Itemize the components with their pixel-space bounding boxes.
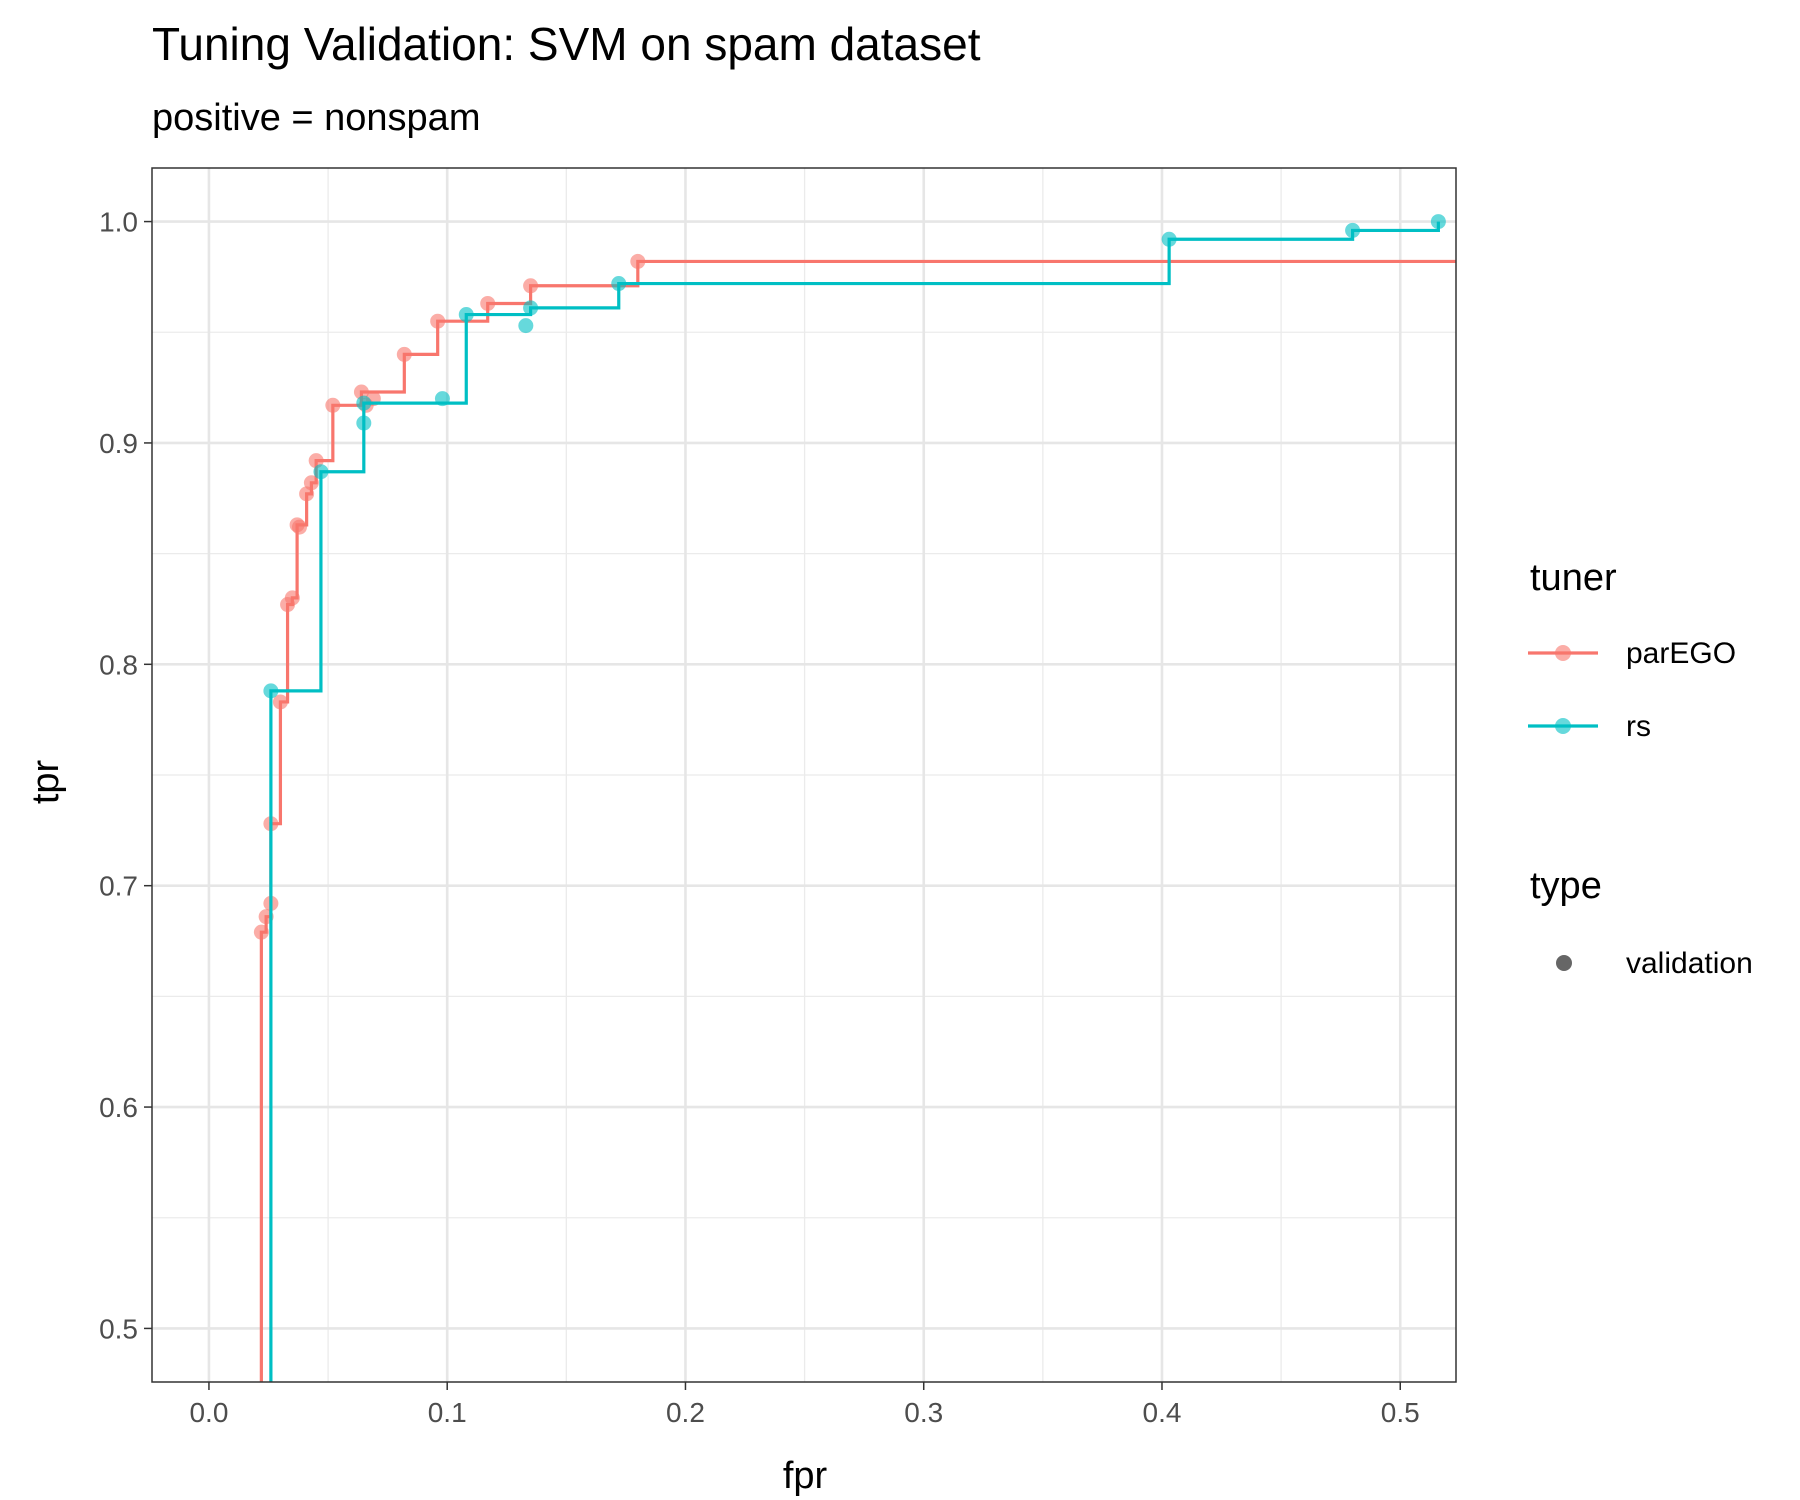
data-point-parEGO — [253, 924, 269, 940]
y-tick-label: 0.6 — [99, 1092, 138, 1123]
x-tick-label: 0.1 — [428, 1397, 467, 1428]
legend-title-tuner: tuner — [1530, 557, 1617, 599]
data-point-parEGO — [291, 519, 307, 535]
data-point-parEGO — [396, 346, 412, 362]
legend-marker-rs — [1555, 718, 1571, 734]
data-point-rs — [458, 307, 474, 323]
data-point-rs — [1161, 231, 1177, 247]
legend-marker-parEGO — [1555, 645, 1571, 661]
x-tick-label: 0.5 — [1381, 1397, 1420, 1428]
legend-label-parEGO: parEGO — [1626, 637, 1736, 670]
data-point-rs — [313, 464, 329, 480]
y-axis-title: tpr — [25, 759, 67, 804]
series-layer — [253, 214, 1456, 1382]
data-point-parEGO — [430, 313, 446, 329]
data-point-parEGO — [284, 590, 300, 606]
data-point-parEGO — [303, 475, 319, 491]
series-rs — [263, 214, 1446, 1382]
x-tick-label: 0.2 — [666, 1397, 705, 1428]
data-point-rs — [1345, 222, 1361, 238]
x-tick-label: 0.4 — [1143, 1397, 1182, 1428]
data-point-parEGO — [630, 253, 646, 269]
y-tick-label: 0.7 — [99, 871, 138, 902]
legend-type-label: validation — [1626, 947, 1753, 980]
minor-gridlines — [152, 168, 1456, 1382]
x-axis-title: fpr — [783, 1455, 828, 1497]
chart-subtitle: positive = nonspam — [152, 97, 480, 139]
chart-title: Tuning Validation: SVM on spam dataset — [152, 18, 981, 70]
axis-ticks: 0.0 0.1 0.2 0.3 0.4 0.5 0.5 0.6 0.7 0.8 0.9 1.0 — [99, 207, 1420, 1428]
x-tick-label: 0.3 — [904, 1397, 943, 1428]
x-tick-label: 0.0 — [189, 1397, 228, 1428]
major-gridlines — [152, 168, 1456, 1382]
data-point-rs — [518, 318, 534, 334]
legend: tuner parEGO rs type validation — [1528, 557, 1753, 980]
data-point-rs — [434, 391, 450, 407]
data-point-parEGO — [480, 295, 496, 311]
y-tick-label: 0.8 — [99, 649, 138, 680]
step-line-parEGO — [259, 259, 1456, 1382]
data-point-rs — [611, 276, 627, 292]
data-point-rs — [523, 300, 539, 316]
legend-title-type: type — [1530, 865, 1602, 907]
data-point-rs — [263, 683, 279, 699]
data-point-rs — [356, 415, 372, 431]
data-point-parEGO — [523, 278, 539, 294]
legend-type-marker — [1556, 955, 1572, 971]
series-parEGO — [253, 253, 1456, 1382]
data-point-rs — [1430, 214, 1446, 230]
y-tick-label: 0.5 — [99, 1313, 138, 1344]
data-point-parEGO — [272, 694, 288, 710]
plot-panel-border — [151, 167, 1457, 1383]
data-point-rs — [356, 395, 372, 411]
y-tick-label: 1.0 — [99, 207, 138, 238]
legend-tuner-items: parEGO rs — [1528, 637, 1736, 743]
data-point-parEGO — [325, 397, 341, 413]
y-tick-label: 0.9 — [99, 428, 138, 459]
legend-label-rs: rs — [1626, 710, 1651, 743]
